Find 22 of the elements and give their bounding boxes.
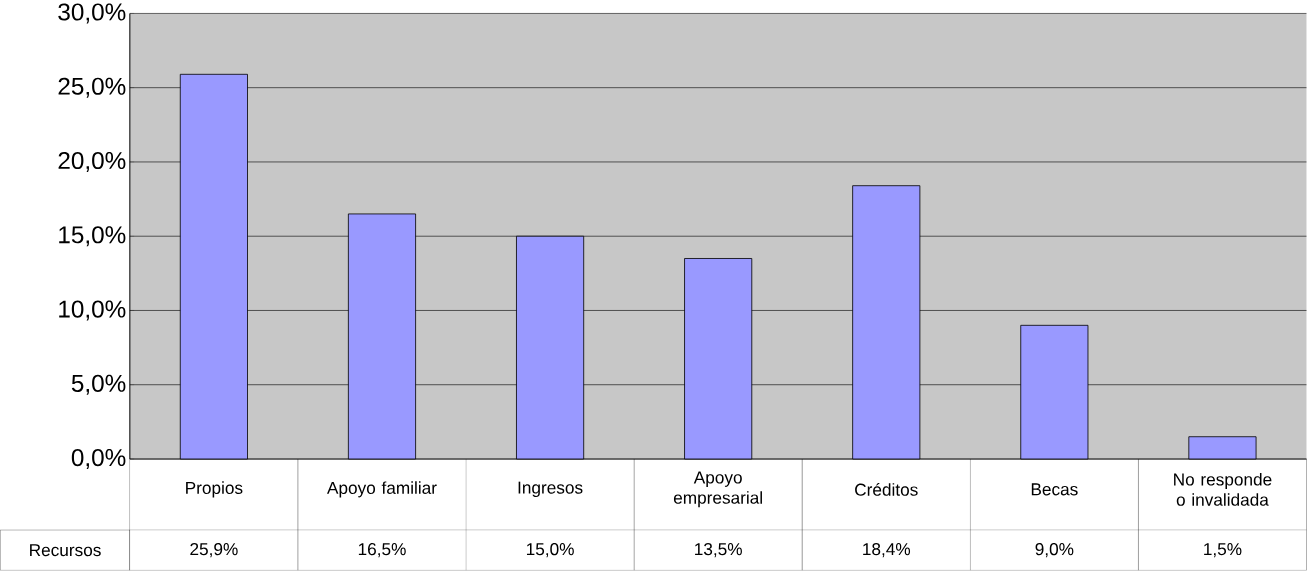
y-tick-label: 25,0% (58, 77, 126, 98)
data-label: 13,5% (695, 543, 742, 558)
x-tick-label: Becas (1031, 483, 1078, 496)
x-tick-label: Apoyo familiar (327, 481, 437, 498)
data-label: 1,5% (1204, 543, 1242, 558)
x-tick-label: No responde o invalidada (1174, 473, 1272, 507)
text: Recursos (30, 544, 101, 557)
data-label: 16,5% (358, 543, 406, 558)
data-label: 18,4% (863, 543, 911, 558)
x-tick-label: Créditos (855, 483, 918, 497)
x-tick-label: Apoyo empresarial (673, 471, 762, 508)
y-tick-label: 15,0% (59, 226, 126, 247)
x-tick-label: Ingresos (518, 481, 583, 498)
data-label: 25,9% (190, 543, 238, 558)
y-tick-label: 20,0% (58, 152, 126, 173)
y-tick-label: 0,0% (71, 449, 126, 470)
y-tick-label: 10,0% (59, 300, 126, 321)
x-tick-label: Propios (186, 481, 243, 498)
data-label: 15,0% (526, 543, 574, 558)
data-label: 9,0% (1035, 543, 1074, 558)
y-tick-label: 30,0% (58, 3, 126, 24)
y-tick-label: 5,0% (71, 374, 126, 395)
